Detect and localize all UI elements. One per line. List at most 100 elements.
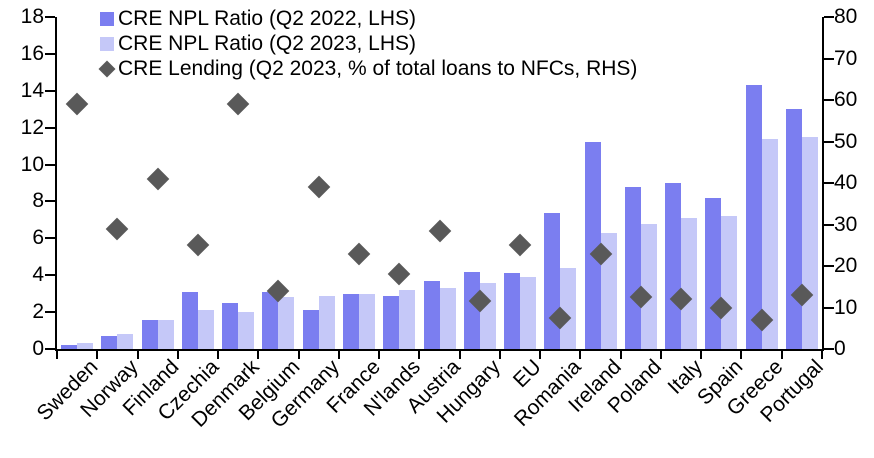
right-axis-tick <box>824 306 834 309</box>
right-axis-tick <box>824 99 834 101</box>
x-axis-tick <box>297 351 300 359</box>
right-axis-tick-label: 20 <box>834 254 858 277</box>
bar-npl-2023-czechia <box>197 310 214 349</box>
bar-npl-2022-austria <box>423 280 440 349</box>
right-axis-tick-label: 50 <box>834 129 858 153</box>
bar-npl-2022-n'lands <box>383 295 400 349</box>
right-axis-tick-label: 30 <box>834 212 858 236</box>
legend-label-lending: CRE Lending (Q2 2023, % of total loans t… <box>118 56 638 80</box>
right-axis-line <box>822 17 824 351</box>
right-axis-tick <box>824 16 834 18</box>
diamond-lending-n'lands <box>387 262 411 286</box>
diamond-lending-austria <box>428 219 451 243</box>
bar-npl-2023-germany <box>318 295 335 349</box>
left-axis-tick <box>45 16 55 18</box>
diamond-lending-finland <box>146 167 169 191</box>
left-axis-tick <box>45 237 55 240</box>
bar-npl-2023-belgium <box>278 297 295 349</box>
left-axis-tick-label: 10 <box>20 152 44 176</box>
x-axis-tick <box>56 351 58 359</box>
left-axis-tick-label: 6 <box>32 226 44 250</box>
right-axis-tick <box>824 223 834 226</box>
bar-npl-2023-greece <box>761 138 778 349</box>
x-axis-tick <box>700 351 703 359</box>
bar-npl-2023-italy <box>681 218 698 349</box>
bar-npl-2022-hungary <box>463 271 480 349</box>
diamond-lending-norway <box>106 217 129 240</box>
left-axis-tick <box>45 200 55 203</box>
bar-npl-2023-sweden <box>77 343 94 349</box>
legend-item-npl-2022: CRE NPL Ratio (Q2 2022, LHS) <box>100 6 637 31</box>
x-axis-tick <box>418 351 421 359</box>
bar-npl-2022-spain <box>705 197 722 349</box>
left-axis-tick <box>45 311 55 314</box>
right-axis-tick <box>824 57 834 60</box>
x-axis-tick <box>821 351 823 359</box>
right-axis-tick-label: 80 <box>834 5 858 28</box>
left-axis-tick-label: 12 <box>20 115 44 139</box>
bar-npl-2023-norway <box>117 334 134 349</box>
legend-label-npl-2022: CRE NPL Ratio (Q2 2022, LHS) <box>118 6 417 30</box>
diamond-lending-germany <box>307 175 331 199</box>
bar-npl-2023-ireland <box>600 232 617 349</box>
bar-npl-2022-portugal <box>785 109 802 349</box>
bar-npl-2023-austria <box>439 288 456 349</box>
x-axis-tick <box>96 351 99 359</box>
right-axis-tick <box>824 348 834 350</box>
bar-npl-2022-poland <box>624 186 641 349</box>
x-axis-tick <box>217 351 220 359</box>
right-axis-tick-label: 60 <box>834 88 858 111</box>
legend-swatch-2022-icon <box>100 11 114 26</box>
left-axis-tick-label: 14 <box>20 78 44 102</box>
x-axis-tick <box>176 351 179 359</box>
bar-npl-2023-finland <box>157 319 174 349</box>
bar-npl-2023-denmark <box>238 312 255 349</box>
legend-label-npl-2023: CRE NPL Ratio (Q2 2023, LHS) <box>118 31 417 55</box>
bar-npl-2022-sweden <box>61 345 78 349</box>
x-axis-tick <box>257 351 260 359</box>
legend-item-lending: CRE Lending (Q2 2023, % of total loans t… <box>98 56 638 81</box>
left-axis-tick-label: 18 <box>20 5 44 28</box>
bar-npl-2022-norway <box>101 336 118 349</box>
x-axis-tick <box>659 351 662 359</box>
left-axis-tick <box>45 274 55 277</box>
left-axis-line <box>55 17 57 351</box>
bar-npl-2022-eu <box>504 273 521 349</box>
left-axis-tick <box>45 126 55 129</box>
bar-npl-2022-france <box>342 293 359 349</box>
x-axis-tick <box>498 351 501 359</box>
x-axis-line <box>55 349 824 351</box>
right-axis-tick <box>824 140 834 143</box>
bar-npl-2022-belgium <box>262 291 279 349</box>
diamond-lending-denmark <box>226 92 250 116</box>
bar-npl-2023-portugal <box>801 136 818 349</box>
right-axis-tick-label: 10 <box>834 295 858 319</box>
left-axis-tick-label: 0 <box>32 337 44 360</box>
left-axis-tick-label: 8 <box>32 189 44 213</box>
right-axis-tick-label: 0 <box>834 337 846 360</box>
legend-item-npl-2023: CRE NPL Ratio (Q2 2023, LHS) <box>100 31 637 56</box>
plot-area <box>45 16 834 359</box>
left-axis-tick <box>45 89 55 92</box>
left-axis-tick <box>45 163 55 166</box>
bar-npl-2022-ireland <box>584 142 601 349</box>
bar-npl-2023-eu <box>520 277 537 349</box>
bar-npl-2022-denmark <box>222 302 239 349</box>
bar-npl-2022-greece <box>745 85 762 349</box>
right-axis-tick-label: 40 <box>834 171 858 194</box>
diamond-lending-france <box>347 242 371 265</box>
legend-swatch-2023-icon <box>100 36 114 51</box>
diamond-lending-sweden <box>65 92 89 116</box>
x-axis-tick <box>619 351 622 359</box>
legend: CRE NPL Ratio (Q2 2022, LHS) CRE NPL Rat… <box>98 6 638 81</box>
bar-npl-2022-italy <box>665 183 682 349</box>
left-axis-tick-label: 2 <box>32 300 44 324</box>
bar-npl-2022-romania <box>544 212 561 349</box>
x-axis-tick <box>539 351 542 359</box>
right-axis-tick <box>824 265 834 267</box>
x-axis-tick <box>337 351 340 359</box>
bar-npl-2022-finland <box>141 319 158 349</box>
left-axis-tick-label: 16 <box>20 41 44 65</box>
diamond-lending-czechia <box>186 233 210 257</box>
